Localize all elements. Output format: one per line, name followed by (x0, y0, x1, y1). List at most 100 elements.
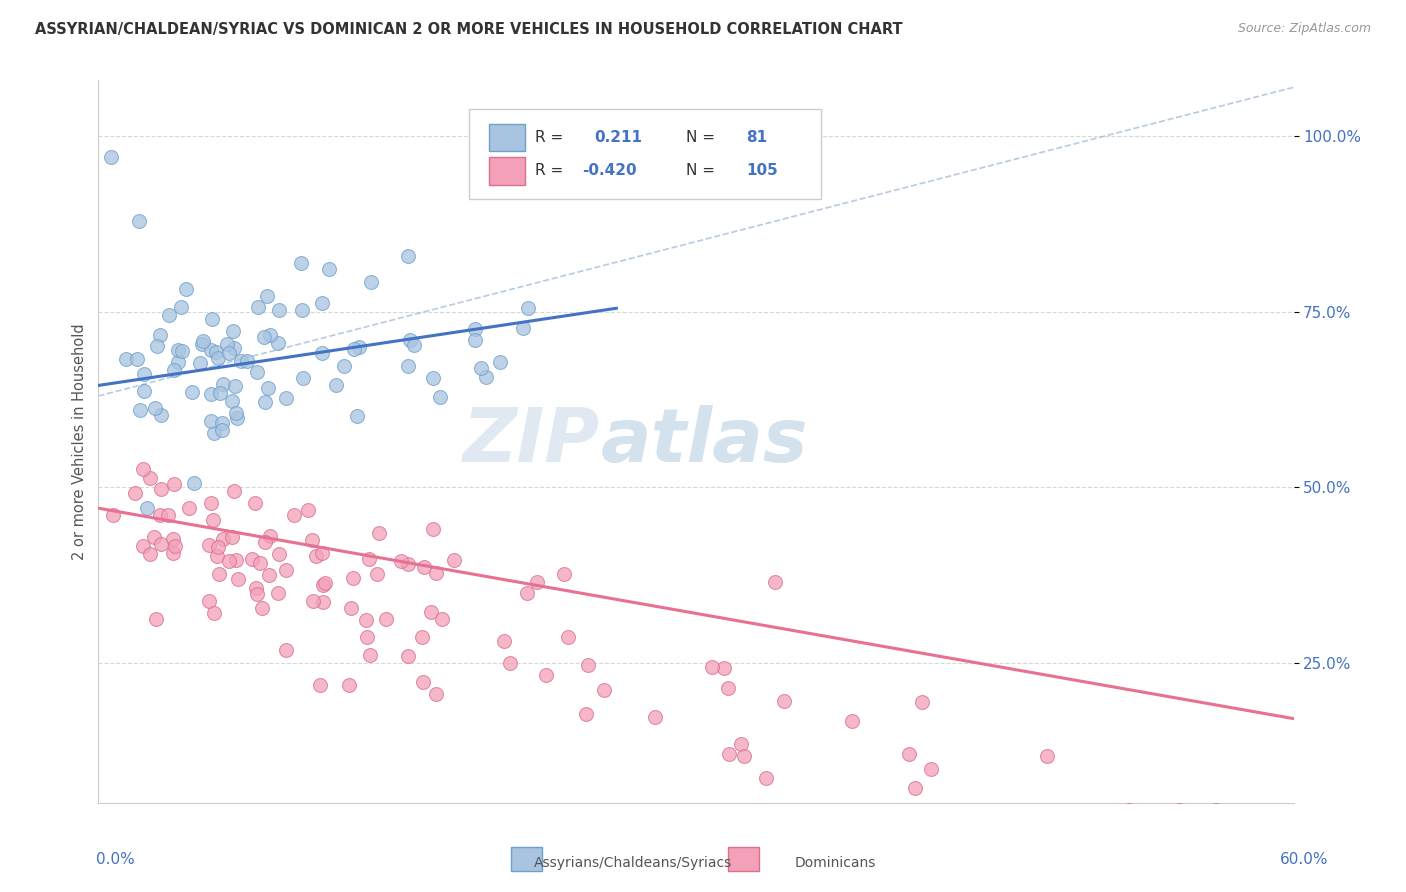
Point (557, 630, 579, 644)
Point (200, 496, 222, 510)
Point (246, 365, 269, 379)
Point (136, 500, 159, 515)
Point (488, 175, 510, 189)
Point (162, 532, 184, 546)
Point (274, 643, 297, 657)
Point (1167, 803, 1189, 817)
Point (575, 707, 598, 722)
Point (157, 308, 180, 322)
Point (267, 547, 290, 561)
Point (207, 351, 229, 365)
Point (128, 213, 150, 227)
Point (412, 675, 434, 690)
Point (247, 300, 270, 314)
Point (754, 771, 776, 785)
Point (124, 486, 146, 500)
Point (576, 657, 599, 672)
Point (266, 586, 288, 600)
Point (1036, 749, 1059, 764)
Point (1118, 803, 1140, 817)
Point (763, 574, 786, 589)
Text: 0.0%: 0.0% (96, 852, 135, 867)
Point (318, 262, 340, 277)
Point (534, 668, 557, 682)
Point (167, 343, 190, 358)
Point (841, 714, 863, 728)
Point (191, 336, 214, 351)
Point (243, 495, 266, 509)
Point (413, 560, 436, 574)
Point (127, 351, 149, 366)
Point (139, 547, 162, 561)
Point (222, 341, 245, 355)
Point (235, 353, 257, 368)
Point (343, 342, 366, 356)
Point (224, 379, 246, 393)
Point (333, 359, 356, 373)
Point (149, 327, 172, 342)
Point (150, 409, 173, 423)
Point (253, 395, 276, 409)
Text: Assyrians/Chaldeans/Syriacs: Assyrians/Chaldeans/Syriacs (534, 856, 733, 871)
Point (267, 335, 290, 350)
Point (718, 747, 741, 761)
Point (269, 302, 291, 317)
Point (201, 312, 224, 326)
Y-axis label: 2 or more Vehicles in Household: 2 or more Vehicles in Household (72, 323, 87, 560)
Point (174, 282, 197, 296)
Point (347, 340, 370, 354)
Point (170, 301, 193, 315)
Text: R =: R = (534, 163, 562, 178)
Point (311, 346, 333, 360)
Point (443, 553, 465, 567)
Point (402, 337, 425, 351)
Point (163, 539, 186, 553)
Point (311, 546, 333, 560)
Point (920, 762, 942, 776)
Point (163, 362, 186, 376)
Point (512, 320, 534, 334)
Point (253, 535, 276, 549)
Point (464, 322, 486, 336)
Point (212, 532, 235, 546)
Point (253, 329, 276, 343)
Point (276, 391, 298, 405)
Point (209, 385, 232, 400)
Point (191, 334, 214, 348)
Point (730, 737, 752, 751)
Point (389, 554, 412, 568)
Point (517, 301, 540, 315)
Point (132, 462, 155, 476)
Text: 0.211: 0.211 (595, 130, 643, 145)
Point (207, 541, 229, 555)
Point (274, 563, 297, 577)
Point (396, 249, 419, 263)
Point (420, 605, 443, 619)
Point (499, 656, 522, 670)
Point (143, 401, 166, 415)
Text: 60.0%: 60.0% (1281, 852, 1329, 867)
Point (181, 384, 204, 399)
Point (149, 482, 172, 496)
Point (312, 578, 335, 592)
Point (396, 558, 419, 572)
Point (470, 361, 492, 376)
Point (516, 586, 538, 600)
Point (211, 423, 233, 437)
Text: Dominicans: Dominicans (794, 856, 876, 871)
Point (132, 367, 155, 381)
Text: 105: 105 (747, 163, 778, 178)
Point (229, 354, 252, 368)
Point (396, 648, 419, 663)
Point (198, 594, 221, 608)
Point (100, 151, 122, 165)
Point (553, 567, 575, 582)
Point (340, 601, 363, 615)
Point (432, 612, 454, 626)
Point (411, 630, 433, 644)
Text: 81: 81 (747, 130, 768, 145)
FancyBboxPatch shape (489, 124, 524, 152)
Point (205, 549, 228, 563)
Point (346, 409, 368, 424)
Point (360, 276, 382, 290)
